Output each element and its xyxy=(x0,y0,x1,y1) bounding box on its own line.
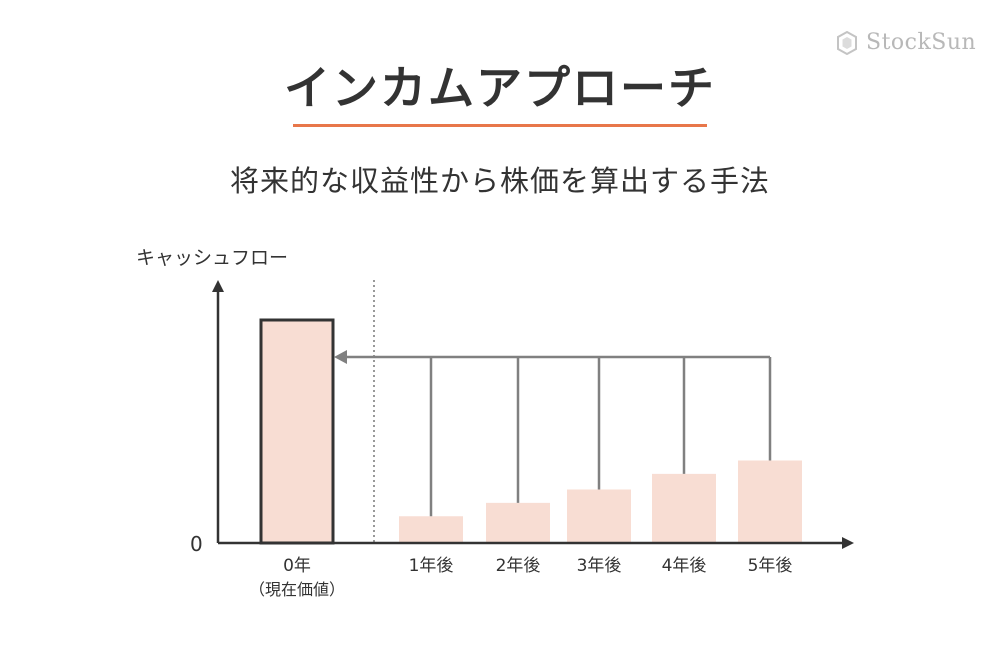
page-subtitle: 将来的な収益性から株価を算出する手法 xyxy=(229,164,770,198)
bar-4-year xyxy=(652,473,716,543)
x-tick-label: 4年後 xyxy=(662,556,707,576)
y-axis-arrow xyxy=(212,280,224,292)
bar-1-year xyxy=(399,516,463,543)
bar-present-value xyxy=(259,318,335,545)
brand-logo: StockSun xyxy=(836,30,976,55)
x-tick-label: 2年後 xyxy=(496,556,541,576)
x-axis-arrow xyxy=(842,537,854,549)
page-title: インカムアプローチ xyxy=(284,61,716,115)
hexagon-logo-icon xyxy=(837,30,857,55)
discount-arrow-head xyxy=(334,350,347,364)
x-tick-label: 3年後 xyxy=(577,556,622,576)
brand-name: StockSun xyxy=(866,30,977,55)
y-tick-label: 0 xyxy=(190,532,203,556)
bar-5-year xyxy=(738,460,802,543)
x-tick-sublabel: （現在価値） xyxy=(249,580,345,599)
bar-2-year xyxy=(486,502,550,543)
y-axis-label: キャッシュフロー xyxy=(136,247,288,269)
chart-marks: 0 0年 （現在価値） 1年後 2年後 3年後 4年後 5年後 xyxy=(190,280,854,599)
x-tick-label: 0年 xyxy=(283,556,311,576)
title-underline xyxy=(293,124,707,127)
x-tick-label: 1年後 xyxy=(409,556,454,576)
bar-3-year xyxy=(567,489,631,543)
x-tick-label: 5年後 xyxy=(748,556,793,576)
